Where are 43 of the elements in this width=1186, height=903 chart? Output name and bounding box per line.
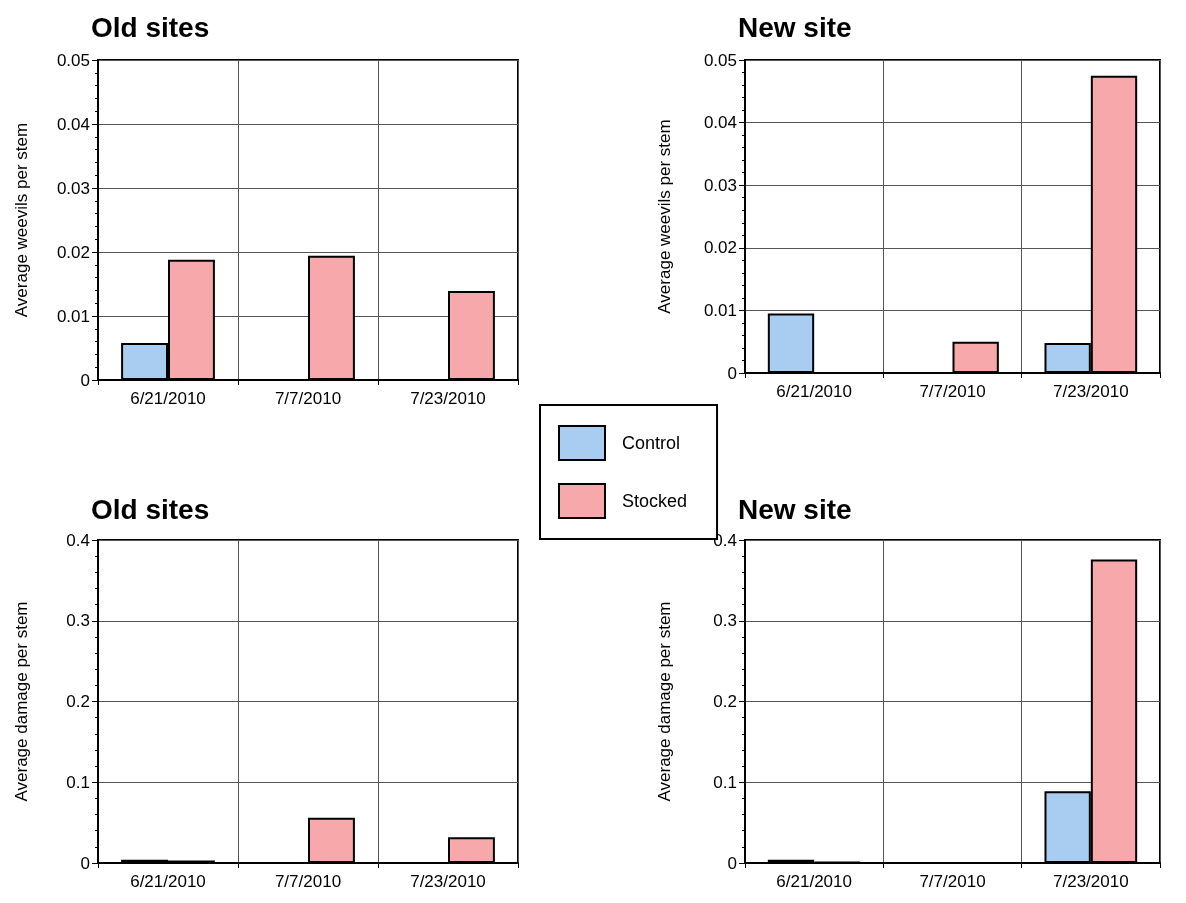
y-tick-label: 0.02 [56,242,90,262]
legend-label: Stocked [622,491,688,511]
y-tick-label: 0 [80,370,90,390]
y-tick-label: 0.03 [703,175,737,195]
y-tick-label: 0.2 [713,692,737,711]
x-tick-label: 6/21/2010 [130,389,206,408]
y-tick-label: 0.04 [703,113,737,133]
x-tick-label: 7/7/2010 [274,872,342,891]
y-tick-label: 0 [727,853,737,873]
x-tick-label: 7/23/2010 [410,872,486,891]
x-tick-label: 6/21/2010 [776,872,852,891]
y-tick-label: 0.2 [66,692,90,711]
chart-title: Old sites [91,11,210,43]
y-tick-label: 0.03 [56,178,90,198]
y-axis-title: Average weevils per stem [655,119,674,314]
y-tick-label: 0 [727,363,737,383]
y-tick-label: 0.01 [703,300,737,320]
chart-title: Old sites [91,493,210,525]
y-tick-label: 0.4 [66,530,90,550]
legend-label: Control [622,433,681,453]
x-tick-label: 7/7/2010 [919,382,986,401]
y-axis-title: Average damage per stem [655,601,674,802]
x-tick-label: 7/23/2010 [410,389,486,408]
x-tick-label: 7/7/2010 [919,872,986,891]
y-tick-label: 0.05 [703,50,737,70]
x-tick-label: 7/23/2010 [1053,382,1129,401]
y-tick-label: 0.01 [56,306,90,326]
x-tick-label: 7/7/2010 [274,389,342,408]
y-tick-label: 0.02 [703,238,737,258]
x-tick-label: 6/21/2010 [130,872,206,891]
chart-title: New site [738,11,852,43]
y-axis-title: Average damage per stem [12,601,31,802]
y-tick-label: 0.1 [66,772,90,792]
x-tick-label: 6/21/2010 [776,382,852,401]
y-tick-label: 0.3 [66,611,90,631]
y-tick-label: 0.04 [56,114,90,134]
x-tick-label: 7/23/2010 [1053,872,1129,891]
y-tick-label: 0.3 [713,611,737,631]
y-axis-title: Average weevils per stem [12,122,31,318]
chart-title: New site [738,493,852,525]
y-tick-label: 0 [80,853,90,873]
y-tick-label: 0.1 [713,772,737,792]
y-tick-label: 0.05 [56,50,90,70]
